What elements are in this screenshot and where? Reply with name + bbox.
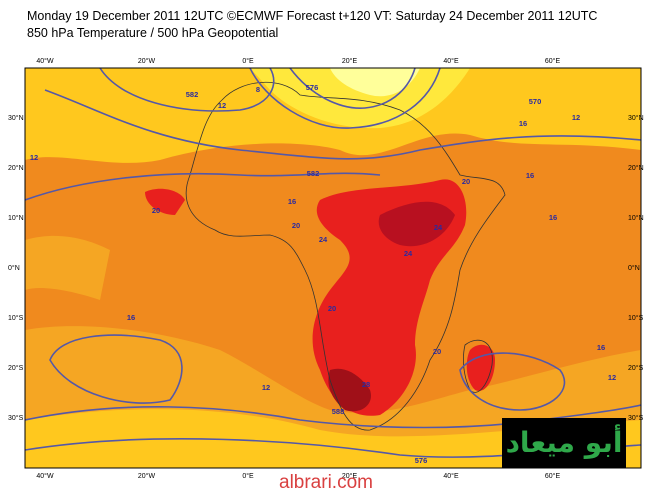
- contour-label: 16: [127, 313, 135, 322]
- contour-label: 16: [597, 343, 605, 352]
- contour-label: 582: [307, 169, 320, 178]
- contour-label: 20: [433, 347, 441, 356]
- lon-label: 20°E: [342, 57, 358, 65]
- contour-label: 588: [332, 407, 345, 416]
- title: Monday 19 December 2011 12UTC ©ECMWF For…: [27, 9, 597, 23]
- lat-label: 30°S: [8, 414, 24, 422]
- field-dark-red-s: [328, 368, 371, 412]
- lat-label: 30°N: [8, 114, 24, 122]
- contour-label: 12: [572, 113, 580, 122]
- contour-label: 20: [328, 304, 336, 313]
- field-pale: [330, 68, 420, 97]
- lat-label: 20°N: [628, 164, 644, 172]
- lon-label: 40°W: [36, 472, 54, 480]
- contour-label: 12: [262, 383, 270, 392]
- map-frame: [24, 67, 642, 469]
- field-yellow-south: [25, 409, 641, 468]
- field-red-w: [145, 188, 185, 215]
- contour-label: 20: [292, 221, 300, 230]
- coastline: [185, 81, 506, 431]
- site-watermark: albrari.com: [279, 472, 373, 489]
- lon-label: 60°E: [545, 472, 561, 480]
- lon-label: 20°W: [138, 472, 156, 480]
- map-field: [25, 68, 641, 468]
- lon-label: 20°W: [138, 57, 156, 65]
- logo-text: أبو ميعاد: [506, 424, 623, 459]
- lat-label: 0°N: [8, 264, 20, 272]
- contour-label: 582: [186, 90, 199, 99]
- contour: [49, 334, 183, 404]
- subtitle: 850 hPa Temperature / 500 hPa Geopotenti…: [27, 26, 278, 40]
- lat-label: 10°S: [8, 314, 24, 322]
- lat-label: 10°S: [628, 314, 644, 322]
- contour: [25, 404, 641, 429]
- contour-label: 8: [256, 85, 260, 94]
- lat-label: 10°N: [628, 214, 644, 222]
- field-dark-red-n: [378, 201, 455, 247]
- lon-label: 0°E: [242, 472, 254, 480]
- contour: [99, 68, 275, 112]
- lat-label: 0°N: [628, 264, 640, 272]
- lon-label: 40°E: [443, 57, 459, 65]
- contour-label: 24: [434, 223, 443, 232]
- contour-label: 12: [30, 153, 38, 162]
- lat-label: 30°S: [628, 414, 644, 422]
- lat-label: 30°N: [628, 114, 644, 122]
- lat-label: 20°S: [8, 364, 24, 372]
- contour-label: 12: [608, 373, 616, 382]
- lat-label: 10°N: [8, 214, 24, 222]
- contour: [25, 172, 381, 201]
- field-light-orange-w: [25, 235, 110, 300]
- lon-label: 40°W: [36, 57, 54, 65]
- contour-label: 16: [526, 171, 534, 180]
- contour-label: 20: [462, 177, 470, 186]
- lon-label: 0°E: [242, 57, 254, 65]
- lat-label: 20°S: [628, 364, 644, 372]
- contour-label: 12: [218, 101, 226, 110]
- lon-label: 40°E: [443, 472, 459, 480]
- field-light-yellow: [250, 68, 470, 129]
- contour: [249, 68, 441, 129]
- contour-label: 576: [415, 456, 428, 465]
- contour-label: 28: [362, 380, 370, 389]
- contour: [289, 68, 416, 109]
- contour: [44, 89, 641, 160]
- contour-label: 576: [306, 83, 319, 92]
- lon-label: 20°E: [342, 472, 358, 480]
- contour-label: 16: [549, 213, 557, 222]
- contour-label: 20: [152, 206, 160, 215]
- lon-label: 60°E: [545, 57, 561, 65]
- contour: [459, 352, 566, 411]
- contour-label: 16: [519, 119, 527, 128]
- contour-label: 570: [529, 97, 542, 106]
- logo-box: [502, 418, 626, 468]
- contour-label: 24: [404, 249, 413, 258]
- lat-label: 20°N: [8, 164, 24, 172]
- contour-label: 16: [288, 197, 296, 206]
- contour-label: 24: [319, 235, 328, 244]
